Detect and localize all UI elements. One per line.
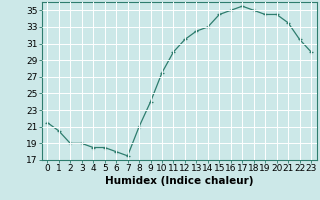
X-axis label: Humidex (Indice chaleur): Humidex (Indice chaleur) [105,176,253,186]
